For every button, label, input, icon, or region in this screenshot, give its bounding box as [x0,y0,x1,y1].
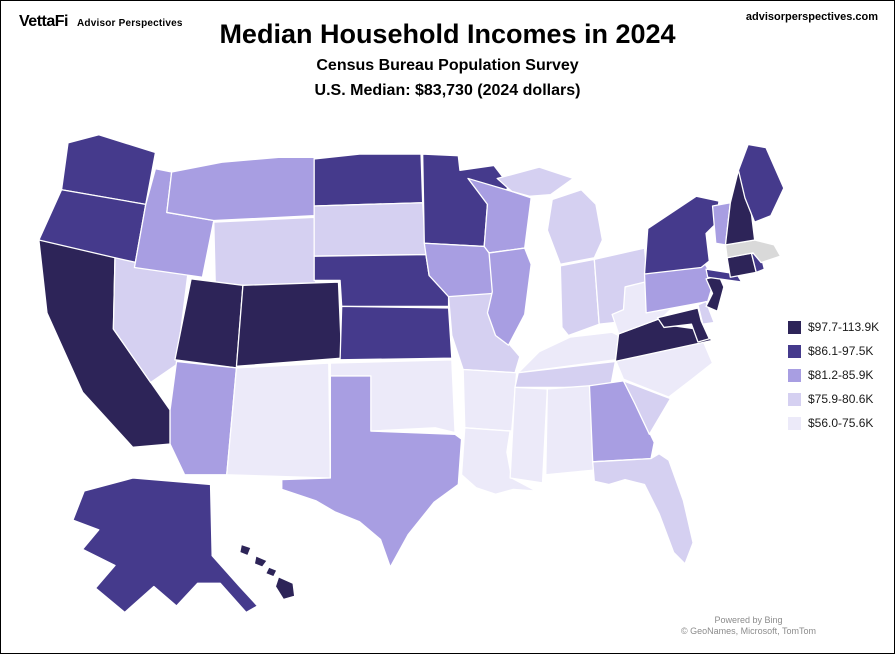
website-url: advisorperspectives.com [745,11,878,23]
legend-swatch-icon [788,416,801,430]
state-AZ[interactable] [169,360,238,476]
chart-subtitle: Census Bureau Population Survey [316,57,579,74]
state-MD[interactable] [656,307,710,343]
state-CO[interactable] [235,281,343,367]
state-KS[interactable] [339,305,453,361]
state-NY[interactable] [643,195,743,283]
state-IL[interactable] [486,247,532,346]
legend-item-2: $81.2-85.9K [788,368,879,382]
legend: $97.7-113.9K $86.1-97.5K $81.2-85.9K $75.9-… [788,320,879,440]
legend-label: $86.1-97.5K [808,344,874,358]
legend-swatch-icon [788,344,801,358]
state-NM[interactable] [226,362,332,479]
state-TX[interactable] [281,375,463,568]
legend-swatch-icon [788,320,801,334]
state-ME[interactable] [737,143,785,223]
state-AK[interactable] [72,477,259,614]
state-FL[interactable] [592,453,694,565]
legend-item-1: $86.1-97.5K [788,344,879,358]
state-MT[interactable] [166,156,315,222]
state-AR[interactable] [462,368,518,432]
legend-label: $97.7-113.9K [808,320,880,334]
map-attribution: Powered by Bing © GeoNames, Microsoft, T… [636,615,861,637]
map-attribution-bing: Powered by Bing [714,615,783,625]
state-MI[interactable] [496,166,604,265]
state-IN[interactable] [559,258,600,337]
advisor-perspectives-label: Advisor Perspectives [76,18,183,29]
legend-label: $56.0-75.6K [808,416,874,430]
legend-swatch-icon [788,392,801,406]
state-AL[interactable] [545,385,597,476]
legend-item-4: $56.0-75.6K [788,416,879,430]
state-WY[interactable] [213,216,317,291]
state-WA[interactable] [60,134,157,205]
vettafi-logo: VettaFi [19,13,68,30]
legend-item-3: $75.9-80.6K [788,392,879,406]
state-ND[interactable] [313,153,424,207]
brand: VettaFi Advisor Perspectives [19,13,183,31]
us-choropleth-map [38,134,785,614]
legend-label: $81.2-85.9K [808,368,874,382]
state-HI[interactable] [239,543,296,601]
state-SD[interactable] [313,202,427,257]
state-SC[interactable] [622,380,672,435]
map-attribution-providers: © GeoNames, Microsoft, TomTom [681,626,816,636]
state-DE[interactable] [697,300,715,325]
state-MA[interactable] [724,239,782,264]
states-group [38,134,785,614]
legend-swatch-icon [788,368,801,382]
state-MS[interactable] [509,386,549,484]
chart-us-median: U.S. Median: $83,730 (2024 dollars) [314,82,581,99]
title-block: Median Household Incomes in 2024 Census … [1,19,894,100]
state-LA[interactable] [460,427,537,495]
legend-item-0: $97.7-113.9K [788,320,879,334]
legend-label: $75.9-80.6K [808,392,874,406]
